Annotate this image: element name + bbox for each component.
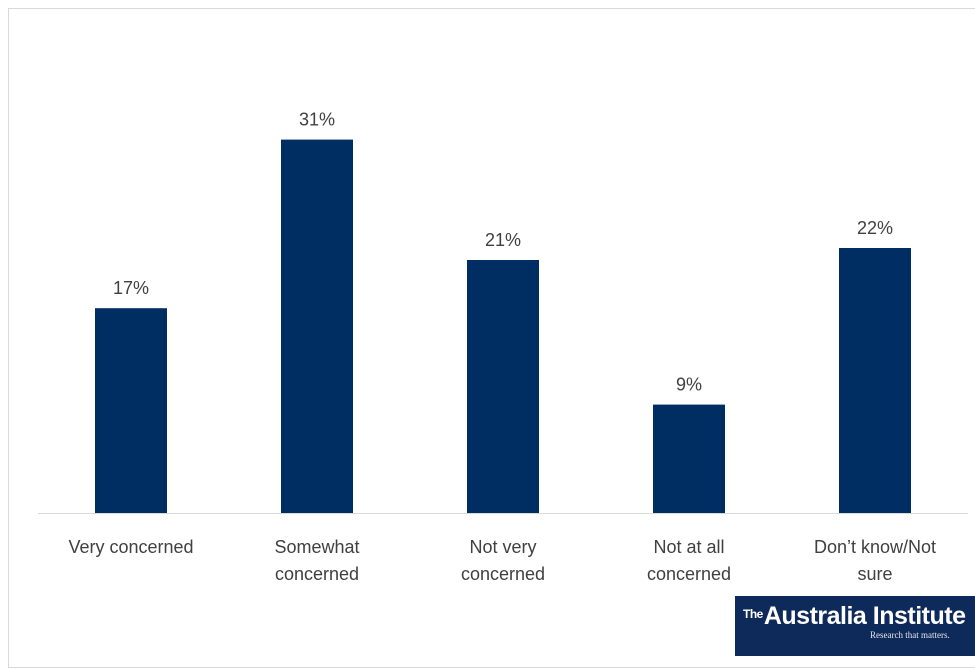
bar-0 <box>95 308 167 513</box>
category-label-line: Not at all <box>653 537 724 557</box>
category-label-0: Very concerned <box>68 537 193 557</box>
bars-layer <box>95 139 911 513</box>
bar-3 <box>653 404 725 513</box>
category-label-line: sure <box>857 564 892 584</box>
category-label-line: Very concerned <box>68 537 193 557</box>
australia-institute-logo: TheAustralia Institute Research that mat… <box>735 596 975 656</box>
category-label-2: Not very concerned <box>461 537 545 584</box>
data-label-2: 21% <box>485 230 521 250</box>
category-label-line: concerned <box>461 564 545 584</box>
logo-the: The <box>743 607 763 621</box>
category-label-line: Don’t know/Not <box>814 537 936 557</box>
category-label-line: Not very <box>469 537 536 557</box>
category-label-line: concerned <box>275 564 359 584</box>
bar-chart: 17% 31% 21% 9% 22% Very concerned Somewhat con… <box>38 110 968 584</box>
logo-tagline: Research that matters. <box>870 630 950 640</box>
data-label-3: 9% <box>676 375 702 395</box>
category-label-1: Somewhat concerned <box>274 537 359 584</box>
logo-name: Australia Institute <box>763 602 966 630</box>
category-label-line: Somewhat <box>274 537 359 557</box>
data-label-4: 22% <box>857 218 893 238</box>
data-label-0: 17% <box>113 278 149 298</box>
bar-4 <box>839 248 911 513</box>
category-label-4: Don’t know/Not sure <box>814 537 936 584</box>
data-label-1: 31% <box>299 110 335 130</box>
bar-2 <box>467 260 539 513</box>
logo-wordmark: TheAustralia Institute <box>743 602 975 630</box>
category-label-3: Not at all concerned <box>647 537 731 584</box>
bar-1 <box>281 139 353 513</box>
category-labels-layer: Very concerned Somewhat concerned Not very c… <box>68 537 936 584</box>
value-labels-layer: 17% 31% 21% 9% 22% <box>113 110 893 395</box>
category-label-line: concerned <box>647 564 731 584</box>
